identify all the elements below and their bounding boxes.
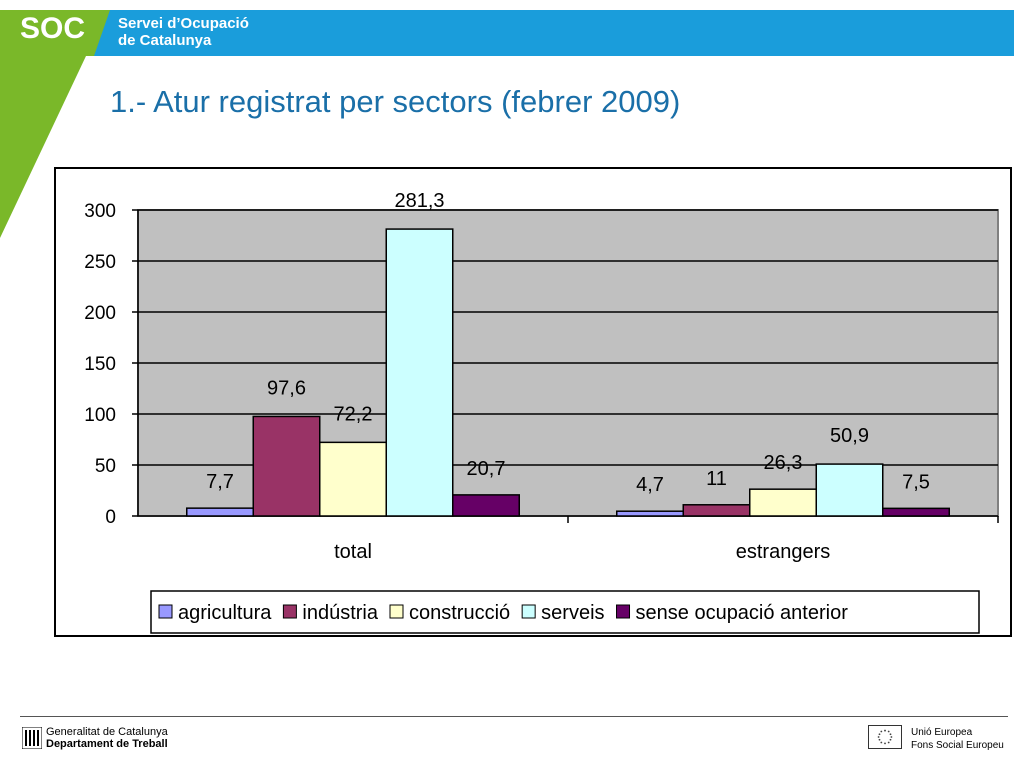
chart-frame: 0 50 100 150 200 250 300 total 7,7 97,6 72,2 281,3 2… (54, 167, 1012, 637)
y-tick-label: 200 (84, 303, 116, 324)
y-tick-label: 150 (84, 354, 116, 375)
bar (252, 415, 321, 517)
data-label: 26,3 (764, 452, 803, 474)
green-wedge-decoration (0, 56, 86, 238)
bar (749, 488, 817, 517)
legend-label: construcció (409, 602, 510, 624)
legend-swatch (389, 604, 404, 619)
data-label: 72,2 (334, 403, 373, 425)
legend-swatch (282, 604, 297, 619)
y-tick-label: 300 (84, 201, 116, 222)
y-tick-label: 250 (84, 252, 116, 273)
data-label: 20,7 (467, 458, 506, 480)
eu-flag-icon (868, 725, 902, 749)
bar (385, 228, 454, 517)
data-label: 50,9 (830, 425, 869, 447)
legend-swatch (616, 604, 631, 619)
slide-title: 1.- Atur registrat per sectors (febrer 2… (110, 84, 681, 119)
soc-logo-block (0, 10, 110, 56)
org-name-line1: Servei d’Ocupació (118, 15, 249, 32)
x-category-label: total (334, 541, 372, 563)
data-label: 4,7 (636, 474, 664, 496)
bar-chart: 0 50 100 150 200 250 300 total 7,7 97,6 72,2 281,3 2… (84, 190, 999, 634)
bar (452, 494, 520, 517)
legend-box (150, 590, 980, 634)
legend-swatch (521, 604, 536, 619)
bar (682, 504, 751, 517)
legend-swatch (158, 604, 173, 619)
bar (815, 463, 884, 517)
legend-label: sense ocupació anterior (636, 602, 849, 624)
gencat-name: Generalitat de Catalunya (46, 726, 168, 738)
bar (186, 507, 254, 517)
data-label: 7,5 (902, 471, 930, 493)
bar (319, 441, 387, 517)
data-label: 7,7 (206, 471, 234, 493)
data-label: 11 (706, 468, 727, 490)
data-label: 97,6 (267, 377, 306, 399)
x-category-label: estrangers (736, 541, 831, 563)
y-tick-label: 0 (105, 507, 116, 528)
data-label: 281,3 (394, 190, 444, 212)
gencat-logo-icon (22, 727, 42, 749)
legend-label: agricultura (178, 602, 272, 624)
department-name: Departament de Treball (46, 738, 168, 750)
y-tick-label: 100 (84, 405, 116, 426)
eu-name: Unió Europea (911, 727, 973, 738)
footer-divider (20, 716, 1008, 717)
org-name-line2: de Catalunya (118, 32, 212, 49)
esf-name: Fons Social Europeu (911, 740, 1004, 751)
bar (616, 510, 684, 517)
bar (882, 507, 950, 517)
y-tick-label: 50 (95, 456, 116, 477)
legend-label: serveis (541, 602, 604, 624)
legend-label: indústria (302, 602, 378, 624)
header-band (0, 10, 1014, 56)
soc-logo: SOC (20, 12, 86, 45)
